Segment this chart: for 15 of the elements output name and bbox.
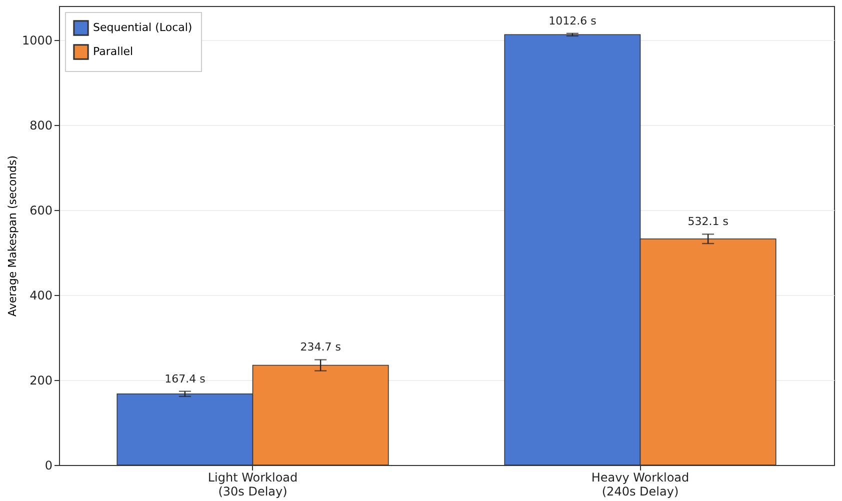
x-tick-label: Heavy Workload (240s Delay) [591,470,690,498]
y-tick-label: 1000 [22,34,52,48]
y-axis-title: Average Makespan (seconds) [6,155,19,317]
data-label: 532.1 s [688,215,729,228]
data-label: 167.4 s [164,372,206,386]
y-tick-label: 0 [44,458,52,472]
y-tick-label: 600 [30,204,52,218]
data-label: 234.7 s [300,340,342,354]
legend-label: Parallel [93,45,134,58]
x-tick-label: Light Workload (30s Delay) [208,470,298,498]
y-tick-label: 400 [30,288,52,302]
legend-label: Sequential (Local) [93,21,192,34]
y-tick-label: 800 [30,118,52,132]
y-tick-label: 200 [30,374,52,388]
data-label: 1012.6 s [548,14,597,28]
